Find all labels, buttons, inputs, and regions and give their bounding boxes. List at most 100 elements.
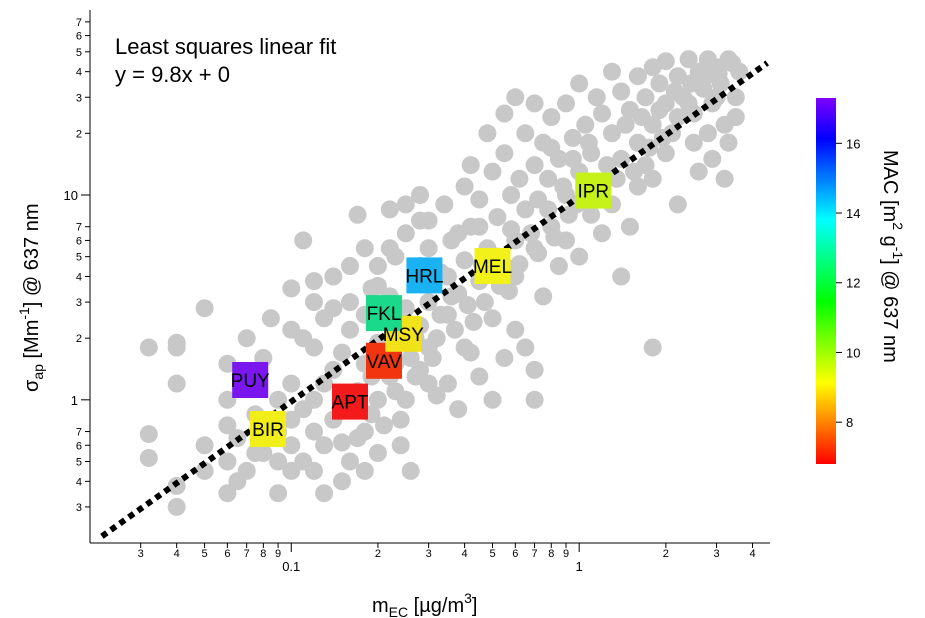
x-minor-tick-label: 8 [548,548,554,560]
data-point [726,88,745,107]
data-point [431,305,450,324]
data-point [139,338,158,357]
data-point [455,177,474,196]
data-point [603,62,621,81]
data-point [679,50,698,69]
y-axis-title-unit: [Mm [21,320,43,364]
data-point [516,338,535,357]
site-label-fkl: FKL [367,304,402,325]
colorbar-tick-label: 10 [846,345,860,360]
data-point [401,461,420,480]
data-point [525,360,544,379]
data-point [254,444,273,462]
data-point [282,374,301,393]
colorbar-title-sup1: 2 [890,222,906,230]
data-point [715,169,734,188]
data-point [576,115,595,134]
data-point [525,156,544,175]
site-marker-bir [250,411,286,447]
data-point [368,390,387,409]
data-point [570,247,589,266]
site-label-puy: PUY [231,371,270,392]
data-point [643,338,662,357]
data-point [167,374,186,393]
data-point [483,162,502,181]
data-point [427,386,446,405]
data-point [396,224,415,243]
x-minor-tick-label: 3 [138,548,144,560]
data-point [579,133,598,152]
data-point [218,484,237,503]
data-point [282,279,301,298]
data-point [516,124,535,143]
colorbar-tick-label: 16 [846,136,860,151]
site-label-msy: MSY [383,325,425,346]
data-point [237,461,256,480]
data-point [545,228,564,247]
data-point [282,436,301,455]
site-label-ipr: IPR [577,182,609,203]
data-point [375,416,393,435]
data-point [237,329,256,348]
data-point [525,390,544,409]
data-point [167,497,186,516]
data-point [470,217,489,236]
data-point [218,354,237,373]
data-point [315,436,334,455]
data-point [603,124,621,143]
data-point [495,144,514,163]
data-point [333,433,351,452]
data-point [282,410,301,429]
x-minor-tick-label: 7 [244,548,250,560]
colorbar [816,98,836,464]
data-point [682,74,701,93]
data-point [632,108,651,127]
data-point [380,200,399,219]
data-point [269,452,288,471]
data-point [510,255,529,274]
x-major-tick-label: 0.1 [282,559,300,574]
data-point [461,156,480,175]
y-axis-title-sigma: σ [21,379,43,392]
data-point [368,257,387,275]
colorbar-ticks: 8 10 12 14 16 [836,136,860,430]
annotation-line-2: y = 9.8x + 0 [115,62,230,87]
x-minor-tick-label: 9 [275,548,281,560]
data-point [502,220,521,239]
data-point [218,452,237,471]
data-point [195,299,214,318]
colorbar-tick-label: 14 [846,206,860,221]
x-axis-title-sub: EC [389,604,408,618]
site-marker-apt [332,383,368,420]
y-axis-title-sub: ap [30,364,46,380]
site-marker-hrl [406,257,443,294]
data-point [305,422,323,441]
data-point [636,88,655,107]
site-marker-mel [474,248,511,284]
y-minor-tick-label: 3 [76,92,82,104]
x-minor-tick-label: 4 [462,548,468,560]
data-point [488,208,507,227]
data-point [510,169,529,188]
data-point [368,276,387,295]
data-point [355,239,374,258]
data-point [628,177,647,196]
data-point [348,205,367,224]
data-point [679,94,698,113]
data-point [483,309,502,328]
data-point [698,124,717,143]
data-point [593,104,611,123]
colorbar-title-mid: g [879,230,901,247]
data-point [305,461,323,480]
data-point [391,436,410,455]
data-point [461,343,480,362]
data-point [703,149,722,168]
data-point [261,309,280,328]
x-minor-tick-label: 2 [663,548,669,560]
data-point [438,374,457,393]
data-point [516,200,535,219]
data-point [723,54,742,73]
data-point [470,367,489,386]
data-point [570,74,589,93]
